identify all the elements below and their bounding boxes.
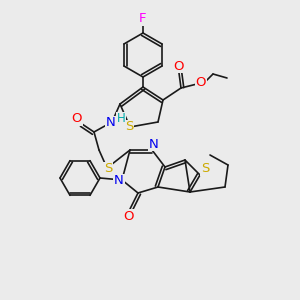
Text: O: O bbox=[124, 209, 134, 223]
Text: S: S bbox=[125, 121, 133, 134]
Text: H: H bbox=[117, 112, 125, 125]
Text: S: S bbox=[201, 163, 209, 176]
Text: O: O bbox=[72, 112, 82, 125]
Text: O: O bbox=[174, 59, 184, 73]
Text: F: F bbox=[139, 13, 147, 26]
Text: N: N bbox=[149, 137, 159, 151]
Text: N: N bbox=[106, 116, 116, 130]
Text: O: O bbox=[196, 76, 206, 89]
Text: S: S bbox=[104, 163, 112, 176]
Text: N: N bbox=[114, 175, 124, 188]
